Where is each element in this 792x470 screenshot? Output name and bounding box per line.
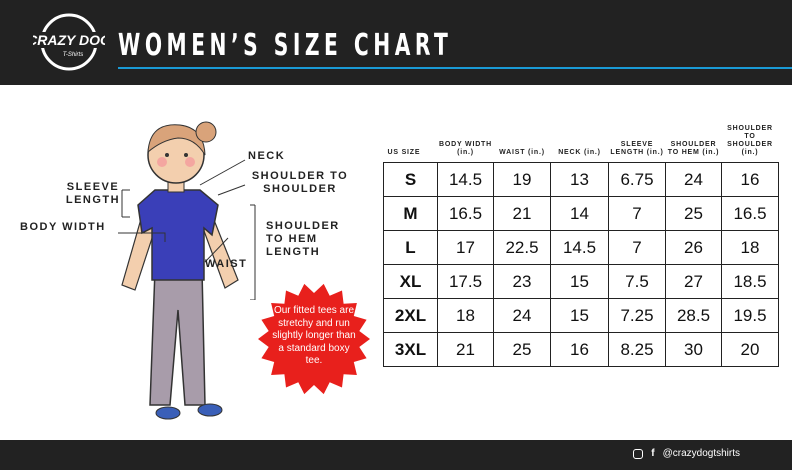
header: CRAZY DOG T-Shirts WOMEN’S SIZE CHART — [0, 0, 792, 85]
size-cell: 3XL — [383, 332, 438, 367]
column-header: BODY WIDTH (in.) — [439, 141, 492, 156]
value-cell: 16 — [721, 162, 779, 197]
value-cell: 18 — [437, 298, 494, 333]
value-cell: 21 — [493, 196, 551, 231]
value-cell: 7 — [608, 230, 666, 265]
value-cell: 14.5 — [550, 230, 609, 265]
size-cell: S — [383, 162, 438, 197]
table-row: 3XL 21 25 16 8.25 30 20 — [383, 332, 779, 367]
table-row: S 14.5 19 13 6.75 24 16 — [383, 162, 779, 197]
value-cell: 17.5 — [437, 264, 494, 299]
column-header: SHOULDER TO HEM (in.) — [667, 141, 720, 156]
table-row: M 16.5 21 14 7 25 16.5 — [383, 196, 779, 231]
woman-illustration — [121, 121, 239, 420]
value-cell: 15 — [550, 264, 609, 299]
value-cell: 18 — [721, 230, 779, 265]
value-cell: 16.5 — [721, 196, 779, 231]
page-title: WOMEN’S SIZE CHART — [118, 28, 453, 63]
size-cell: 2XL — [383, 298, 438, 333]
footer: f @crazydogtshirts — [0, 440, 792, 470]
label-sleeve-length: SLEEVE LENGTH — [65, 181, 121, 206]
value-cell: 23 — [493, 264, 551, 299]
value-cell: 25 — [665, 196, 722, 231]
value-cell: 19.5 — [721, 298, 779, 333]
table-row: 2XL 18 24 15 7.25 28.5 19.5 — [383, 298, 779, 333]
column-header: SLEEVE LENGTH (in.) — [610, 141, 664, 156]
value-cell: 14 — [550, 196, 609, 231]
value-cell: 30 — [665, 332, 722, 367]
size-table: US SIZE BODY WIDTH (in.) WAIST (in.) NECK (… — [383, 125, 779, 367]
facebook-icon[interactable]: f — [651, 448, 655, 459]
value-cell: 24 — [493, 298, 551, 333]
column-header: US SIZE — [387, 149, 421, 156]
label-waist: WAIST — [205, 258, 248, 270]
value-cell: 18.5 — [721, 264, 779, 299]
value-cell: 14.5 — [437, 162, 494, 197]
size-cell: M — [383, 196, 438, 231]
value-cell: 16.5 — [437, 196, 494, 231]
value-cell: 22.5 — [493, 230, 551, 265]
value-cell: 27 — [665, 264, 722, 299]
value-cell: 21 — [437, 332, 494, 367]
value-cell: 25 — [493, 332, 551, 367]
label-body-width: BODY WIDTH — [20, 221, 106, 233]
crazy-dog-logo: CRAZY DOG T-Shirts — [33, 13, 105, 71]
size-cell: L — [383, 230, 438, 265]
value-cell: 16 — [550, 332, 609, 367]
value-cell: 19 — [493, 162, 551, 197]
label-shoulder-to-hem: SHOULDER TO HEM LENGTH — [266, 220, 340, 258]
value-cell: 8.25 — [608, 332, 666, 367]
size-cell: XL — [383, 264, 438, 299]
svg-text:CRAZY DOG: CRAZY DOG — [33, 32, 105, 48]
instagram-icon[interactable] — [633, 448, 644, 459]
column-header: NECK (in.) — [558, 149, 601, 156]
value-cell: 28.5 — [665, 298, 722, 333]
value-cell: 26 — [665, 230, 722, 265]
value-cell: 20 — [721, 332, 779, 367]
callout-burst — [258, 283, 370, 395]
table-row: L 17 22.5 14.5 7 26 18 — [383, 230, 779, 265]
measurement-lines — [118, 159, 256, 300]
callout-text: Our fitted tees are stretchy and run sli… — [272, 305, 356, 366]
label-neck: NECK — [248, 150, 286, 162]
value-cell: 17 — [437, 230, 494, 265]
column-header: WAIST (in.) — [499, 149, 545, 156]
column-header: SHOULDER TO SHOULDER (in.) — [727, 125, 773, 156]
table-row: XL 17.5 23 15 7.5 27 18.5 — [383, 264, 779, 299]
value-cell: 15 — [550, 298, 609, 333]
divider — [118, 67, 792, 69]
value-cell: 7.25 — [608, 298, 666, 333]
value-cell: 7.5 — [608, 264, 666, 299]
value-cell: 7 — [608, 196, 666, 231]
social-handle[interactable]: @crazydogtshirts — [662, 448, 740, 459]
value-cell: 13 — [550, 162, 609, 197]
svg-text:T-Shirts: T-Shirts — [63, 52, 83, 58]
label-shoulder-to-shoulder: SHOULDER TO SHOULDER — [251, 170, 349, 195]
value-cell: 6.75 — [608, 162, 666, 197]
value-cell: 24 — [665, 162, 722, 197]
